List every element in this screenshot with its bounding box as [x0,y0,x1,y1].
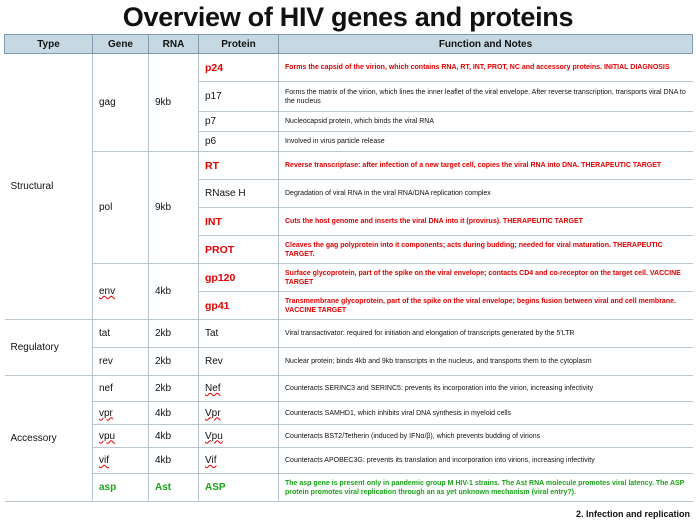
gene-cell: vpr [92,401,149,425]
notes-cell: Degradation of viral RNA in the viral RN… [278,179,693,208]
gene-text: env [99,286,116,297]
gene-cell: vif [92,447,149,474]
header-row: Type Gene RNA Protein Function and Notes [4,34,693,54]
table-row: p7 Nucleocapsid protein, which binds the… [5,111,693,132]
notes-cell: Counteracts SAMHD1, which inhibits viral… [278,401,693,425]
rna-cell: 4kb [148,263,199,320]
rna-cell: 4kb [148,447,199,474]
table-row: rev 2kb Rev Nuclear protein; binds 4kb a… [5,347,693,376]
table-row: env 4kb gp120 Surface glycoprotein, part… [5,263,693,320]
protein-cell: Vpr [198,401,279,425]
col-header-gene: Gene [92,34,149,54]
table-row: p17 Forms the matrix of the virion, whic… [5,81,693,112]
protein-cell: INT [198,207,279,236]
gene-cell: nef [92,375,149,402]
gene-cell: env [92,263,149,320]
notes-cell: Transmembrane glycoprotein, part of the … [278,291,693,320]
type-cell: Regulatory [4,319,93,376]
rna-cell: 2kb [148,375,199,402]
type-cell: Structural [4,53,93,320]
notes-cell: Cleaves the gag polyprotein into it comp… [278,235,693,264]
notes-cell: The asp gene is present only in pandemic… [278,473,693,502]
notes-cell: Counteracts SERINC3 and SERINC5: prevent… [278,375,693,402]
table-row: vif 4kb Vif Counteracts APOBEC3G: preven… [5,447,693,474]
rna-cell: 4kb [148,401,199,425]
table-row: vpu 4kb Vpu Counteracts BST2/Tetherin (i… [5,424,693,448]
gene-text: vpr [99,407,113,419]
table-row: Accessory nef 2kb Nef Counteracts SERINC… [4,375,693,502]
table-row: RNase H Degradation of viral RNA in the … [5,179,693,208]
type-cell: Accessory [4,375,93,502]
protein-cell: Tat [198,319,279,348]
gene-cell: rev [92,347,149,376]
protein-cell: ASP [198,473,279,502]
protein-text: Vpu [205,430,223,442]
rna-cell: 4kb [148,424,199,448]
protein-cell: Vif [198,447,279,474]
gene-cell: tat [92,319,149,348]
notes-cell: Viral transactivator: required for initi… [278,319,693,348]
col-header-function: Function and Notes [278,34,693,54]
rna-cell: Ast [148,473,199,502]
rna-cell: 2kb [148,347,199,376]
page-title: Overview of HIV genes and proteins [122,2,574,32]
hiv-genes-table: Type Gene RNA Protein Function and Notes… [4,34,693,502]
protein-text: Vif [205,455,217,466]
protein-cell: p17 [198,81,279,112]
notes-cell: Involved in virus particle release [278,131,693,152]
gene-cell: gag [92,53,149,152]
notes-cell: Counteracts APOBEC3G: prevents its trans… [278,447,693,474]
protein-cell: Vpu [198,424,279,448]
gene-text: vif [99,455,109,466]
col-header-protein: Protein [198,34,279,54]
table-row: Structural gag 9kb p24 Forms the capsid … [4,53,693,320]
protein-cell: p24 [198,53,279,82]
gene-cell: vpu [92,424,149,448]
gene-cell: asp [92,473,149,502]
notes-cell: Counteracts BST2/Tetherin (induced by IF… [278,424,693,448]
protein-cell: gp120 [198,263,279,292]
rna-cell: 9kb [148,151,199,264]
protein-text: Vpr [205,407,221,419]
protein-cell: RNase H [198,179,279,208]
rna-cell: 9kb [148,53,199,152]
col-header-type: Type [4,34,93,54]
notes-cell: Nuclear protein; binds 4kb and 9kb trans… [278,347,693,376]
protein-cell: PROT [198,235,279,264]
table-row: INT Cuts the host genome and inserts the… [5,207,693,236]
table-row: pol 9kb RT Reverse transcriptase: after … [5,151,693,264]
gene-cell: pol [92,151,149,264]
table-row: PROT Cleaves the gag polyprotein into it… [5,235,693,264]
notes-cell: Reverse transcriptase: after infection o… [278,151,693,180]
notes-cell: Surface glycoprotein, part of the spike … [278,263,693,292]
notes-cell: Nucleocapsid protein, which binds the vi… [278,111,693,132]
protein-cell: p6 [198,131,279,152]
protein-cell: p7 [198,111,279,132]
table-row: Regulatory tat 2kb Tat Viral transactiva… [4,319,693,376]
table-row: asp Ast ASP The asp gene is present only… [5,473,693,502]
protein-cell: gp41 [198,291,279,320]
table-row: vpr 4kb Vpr Counteracts SAMHD1, which in… [5,401,693,425]
col-header-rna: RNA [148,34,199,54]
protein-cell: Nef [198,375,279,402]
footer-section-label: 2. Infection and replication [575,509,690,519]
table-row: gp41 Transmembrane glycoprotein, part of… [5,291,693,320]
protein-text: Nef [205,383,221,394]
protein-cell: Rev [198,347,279,376]
notes-cell: Cuts the host genome and inserts the vir… [278,207,693,236]
notes-cell: Forms the capsid of the virion, which co… [278,53,693,82]
rna-cell: 2kb [148,319,199,348]
gene-text: vpu [99,430,116,442]
protein-cell: RT [198,151,279,180]
notes-cell: Forms the matrix of the virion, which li… [278,81,693,112]
